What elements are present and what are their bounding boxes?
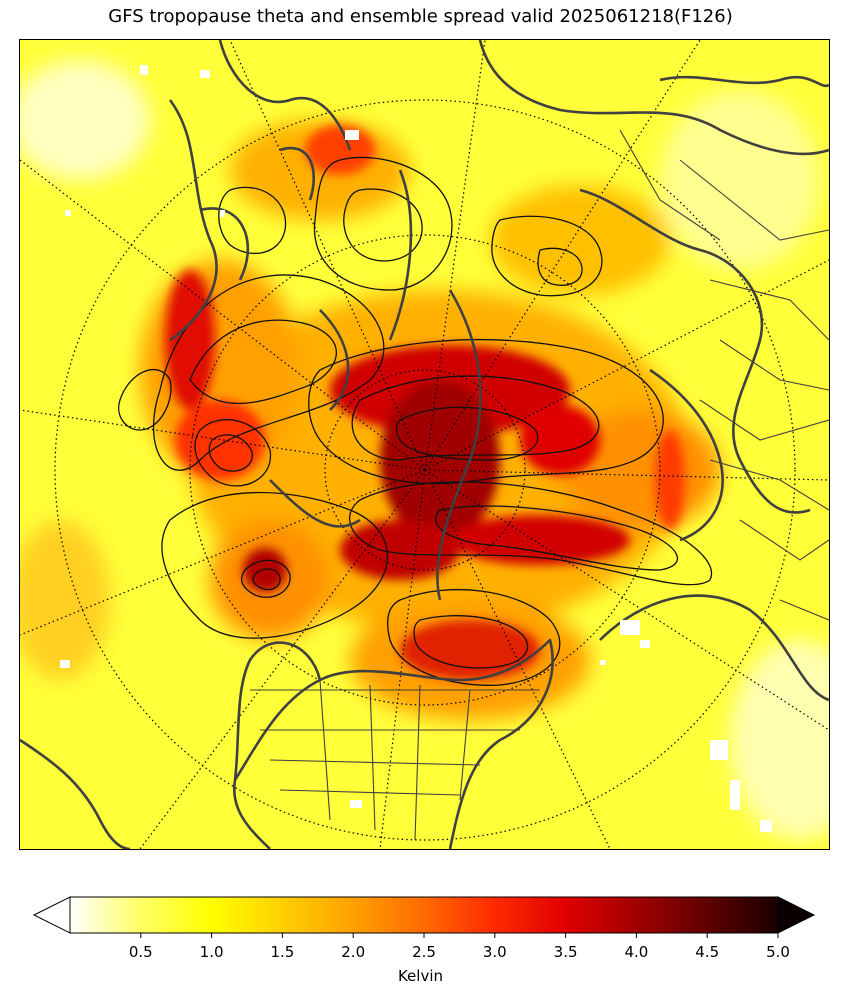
colorbar-tick-label: 2.0 (341, 943, 365, 961)
colorbar: 0.5 1.0 1.5 2.0 2.5 3.0 3.5 4.0 4.5 5.0 (0, 895, 841, 1003)
missing-data-specks (60, 65, 772, 832)
coastlines (20, 40, 829, 849)
colorbar-tick-label: 5.0 (766, 943, 790, 961)
map-panel[interactable] (19, 39, 830, 850)
political-borders (250, 129, 829, 841)
colorbar-label: Kelvin (397, 967, 444, 985)
polar-map (20, 40, 829, 849)
theta-contours (118, 156, 713, 686)
colorbar-tick-label: 4.0 (624, 943, 648, 961)
graticule (20, 40, 829, 849)
spread-maxima (165, 125, 685, 680)
colorbar-tick-label: 0.5 (129, 943, 153, 961)
colorbar-graphic: 0.5 1.0 1.5 2.0 2.5 3.0 3.5 4.0 4.5 5.0 (32, 896, 816, 961)
colorbar-tick-label: 2.5 (412, 943, 436, 961)
colorbar-tick-label: 4.5 (695, 943, 719, 961)
figure-title: GFS tropopause theta and ensemble spread… (108, 6, 733, 27)
colorbar-max-extension (777, 896, 816, 934)
colorbar-tick-label: 1.5 (270, 943, 294, 961)
colorbar-bar (69, 896, 779, 934)
colorbar-tick-label: 1.0 (200, 943, 224, 961)
colorbar-tick-label: 3.5 (554, 943, 578, 961)
colorbar-min-extension (32, 896, 71, 934)
colorbar-tick-label: 3.0 (483, 943, 507, 961)
colorbar-ticks: 0.5 1.0 1.5 2.0 2.5 3.0 3.5 4.0 4.5 5.0 (129, 933, 790, 961)
